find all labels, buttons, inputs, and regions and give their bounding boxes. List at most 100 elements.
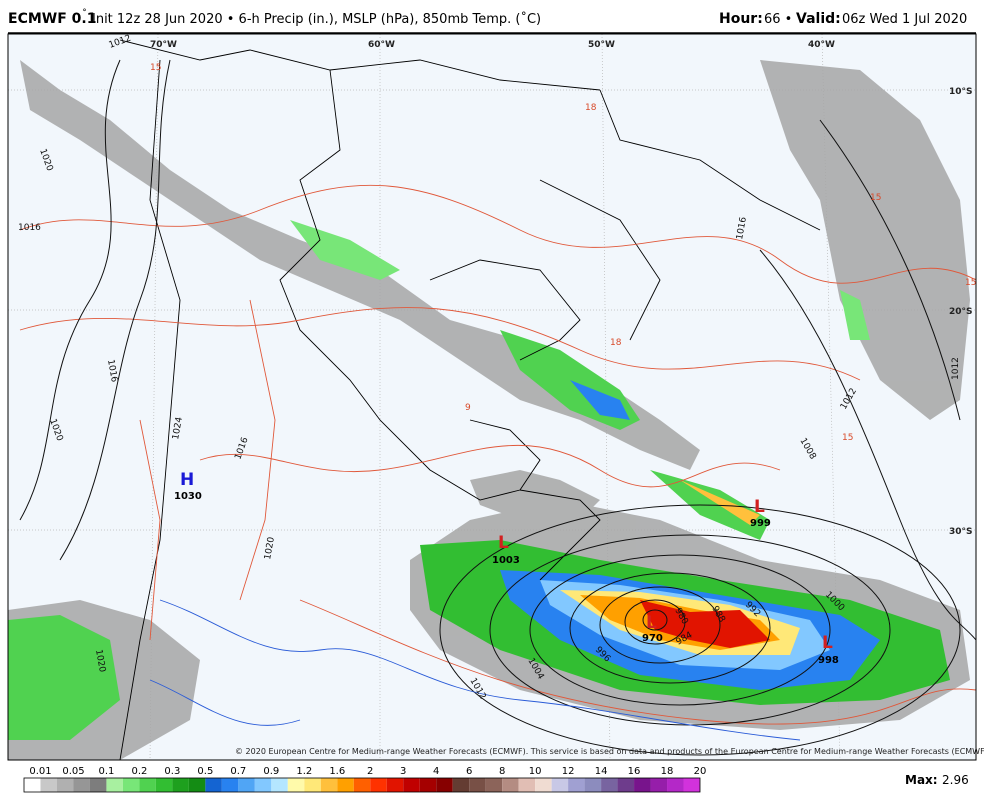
temperature-label: 18 [610,338,622,348]
colorbar-swatch [172,778,189,792]
colorbar-swatch [419,778,437,792]
latitude-label: 30°S [949,527,973,537]
hour: 66 • [764,12,792,27]
colorbar-swatch [238,778,255,792]
colorbar-swatch [601,778,618,792]
colorbar-label: 0.1 [98,766,114,777]
colorbar-swatch [502,778,519,792]
isobar-label: 1016 [735,216,749,241]
colorbar-label: 18 [661,766,674,777]
model-name: ECMWF 0.1 [8,11,96,27]
colorbar-swatch [304,778,321,792]
isobar-label: 1012 [951,357,961,380]
colorbar-swatch [337,778,354,792]
colorbar-swatch [205,778,222,792]
isobar-label: 1016 [18,223,41,233]
low-marker: L [498,533,509,553]
colorbar-swatch [551,778,569,792]
valid: 06z Wed 1 Jul 2020 [842,12,967,27]
longitude-label: 50°W [588,40,615,50]
colorbar-label: 0.01 [29,766,51,777]
borders [119,39,821,760]
colorbar-label: 6 [466,766,472,777]
colorbar-swatch [386,778,404,792]
colorbar-swatch [287,778,305,792]
colorbar-swatch [24,778,41,792]
temperature-label: 15 [842,433,853,443]
hour-label: Hour: [719,11,763,27]
temperature-contours [19,184,976,725]
colorbar-swatch [155,778,173,792]
center-pressure: 1003 [492,555,520,566]
colorbar-frame [23,777,701,793]
colorbar-swatch [221,778,239,792]
colorbar-swatch [452,778,470,792]
low-marker: L [646,613,657,633]
header-description: Init 12z 28 Jun 2020 • 6-h Precip (in.),… [92,11,541,27]
colorbar-label: 10 [529,766,542,777]
colorbar-swatch [122,778,140,792]
isobar-label: 1016 [105,359,119,384]
colorbar-swatch [40,778,57,792]
colorbar-label: 0.9 [263,766,279,777]
colorbar-swatch [403,778,420,792]
colorbar-label: 1.2 [296,766,312,777]
low-marker: L [822,633,833,653]
max-value: 2.96 [942,773,969,787]
max-label: Max: [905,773,938,787]
colorbar-swatch [370,778,387,792]
longitude-label: 40°W [808,40,835,50]
colorbar-swatch [188,778,206,792]
temperature-label: 9 [465,403,471,413]
colorbar-label: 12 [562,766,575,777]
colorbar-swatch [353,778,371,792]
colorbar-swatch [271,778,288,792]
high-marker: H [180,470,194,490]
isobars [19,59,976,756]
latitude-label: 20°S [949,307,973,317]
longitude-label: 70°W [150,40,177,50]
colorbar-swatch [485,778,503,792]
low-marker: L [754,497,765,517]
center-pressure: 1030 [174,491,202,502]
temperature-label: 18 [585,103,597,113]
colorbar-swatch [634,778,651,792]
colorbar-swatch [139,778,156,792]
temperature-label: 15 [870,193,881,203]
colorbar-swatch [56,778,74,792]
degree: ˚ [82,8,87,20]
colorbar-swatch [617,778,635,792]
center-pressure: 970 [642,633,663,644]
map-frame [7,33,977,761]
colorbar-swatch [650,778,668,792]
isobar-label: 1020 [93,649,107,674]
colorbar-label: 0.3 [164,766,180,777]
center-pressure: 999 [750,518,771,529]
colorbar-label: 2 [367,766,373,777]
colorbar-label: 0.7 [230,766,246,777]
cold-contours [149,599,801,741]
valid-label: Valid: [796,11,841,27]
colorbar-label: 8 [499,766,505,777]
colorbar-label: 4 [433,766,439,777]
colorbar-swatch [320,778,338,792]
isobar-label: 1024 [171,416,185,441]
latitude-label: 10°S [949,87,973,97]
colorbar-swatch [568,778,585,792]
colorbar-label: 0.2 [131,766,147,777]
copyright: © 2020 European Centre for Medium-range … [235,747,984,756]
temperature-label: 15 [965,278,976,288]
center-pressure: 998 [818,655,839,666]
colorbar-swatch [469,778,486,792]
colorbar-swatch [89,778,107,792]
temperature-label: 15 [150,63,161,73]
colorbar-label: 16 [628,766,641,777]
colorbar-label: 0.05 [62,766,84,777]
colorbar-label: 1.6 [329,766,345,777]
colorbar: 0.01 0.05 0.1 0.2 0.3 0.5 0.7 0.9 1.2 1.6 2 3 4 6 8 10 1… [23,766,706,793]
longitude-label: 60°W [368,40,395,50]
colorbar-swatch [683,778,700,792]
colorbar-swatch [106,778,123,792]
colorbar-swatch [584,778,602,792]
